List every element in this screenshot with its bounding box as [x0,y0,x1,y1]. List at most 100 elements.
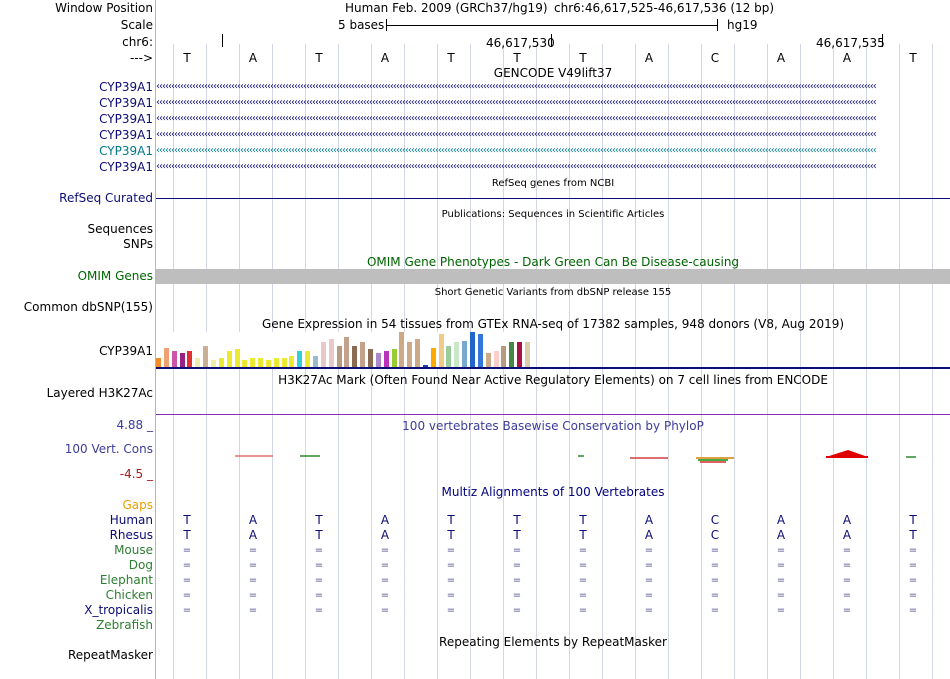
gene-model-line[interactable]: ‹‹‹‹‹‹‹‹‹‹‹‹‹‹‹‹‹‹‹‹‹‹‹‹‹‹‹‹‹‹‹‹‹‹‹‹‹‹‹‹… [156,129,877,140]
alignment-gap-dash: = [776,560,786,571]
gtex-bar[interactable] [360,342,366,367]
gtex-bar[interactable] [328,339,334,367]
gtex-bar[interactable] [313,356,318,367]
gtex-bar[interactable] [242,360,248,367]
gtex-track-label[interactable]: CYP39A1 [99,344,153,358]
gencode-item-label[interactable]: CYP39A1 [99,128,153,142]
alignment-gap-dash: = [644,590,654,601]
gtex-bar[interactable] [415,339,421,367]
alignment-gap-dash: = [380,590,390,601]
gtex-bar[interactable] [470,332,475,367]
gtex-bar[interactable] [163,348,169,367]
gtex-bar[interactable] [517,342,523,367]
gtex-bar[interactable] [485,353,491,367]
gtex-bar[interactable] [265,360,271,367]
alignment-gap-dash: = [446,545,456,556]
gtex-bar[interactable] [320,342,326,367]
gtex-bar[interactable] [399,332,405,367]
gtex-bar[interactable] [438,334,444,367]
gtex-bar[interactable] [446,346,452,367]
gtex-bar[interactable] [195,358,201,367]
dbsnp-track-label[interactable]: Common dbSNP(155) [23,300,153,314]
gtex-bar[interactable] [477,334,483,367]
gencode-item-label[interactable]: CYP39A1 [99,160,153,174]
sequences-track-label[interactable]: Sequences [87,222,153,236]
alignment-gap-dash: = [842,560,852,571]
repeatmasker-track-label[interactable]: RepeatMasker [67,648,153,662]
gtex-bar[interactable] [210,360,216,367]
gtex-bar[interactable] [422,365,428,367]
gtex-bar[interactable] [226,351,232,367]
gtex-bar[interactable] [187,351,193,367]
gene-model-line[interactable]: ‹‹‹‹‹‹‹‹‹‹‹‹‹‹‹‹‹‹‹‹‹‹‹‹‹‹‹‹‹‹‹‹‹‹‹‹‹‹‹‹… [156,97,877,108]
gtex-bar[interactable] [179,353,185,367]
gtex-bar[interactable] [493,351,499,367]
assembly-title: Human Feb. 2009 (GRCh37/hg19) [345,1,548,15]
gtex-bar[interactable] [218,358,224,367]
alignment-gap-dash: = [644,605,654,616]
species-label-dog[interactable]: Dog [128,558,153,572]
phylop-signal[interactable] [156,440,950,470]
omim-track-title: OMIM Gene Phenotypes - Dark Green Can Be… [366,255,740,269]
gene-model-line[interactable]: ‹‹‹‹‹‹‹‹‹‹‹‹‹‹‹‹‹‹‹‹‹‹‹‹‹‹‹‹‹‹‹‹‹‹‹‹‹‹‹‹… [156,81,877,92]
species-label-mouse[interactable]: Mouse [114,543,153,557]
species-label-chicken[interactable]: Chicken [105,588,153,602]
gtex-bar[interactable] [273,358,279,367]
chrom-label: chr6: [122,35,153,49]
gtex-bar[interactable] [171,351,177,367]
refseq-track-label[interactable]: RefSeq Curated [59,191,153,205]
gtex-bar[interactable] [367,349,373,367]
gtex-bar-chart[interactable] [156,332,534,367]
snps-track-label[interactable]: SNPs [123,237,153,251]
gtex-bar[interactable] [524,342,530,367]
alignment-gap-dash: = [842,575,852,586]
pubs-track-title: Publications: Sequences in Scientific Ar… [441,209,665,220]
omim-gene-bar[interactable] [156,269,950,284]
gtex-bar[interactable] [454,342,460,367]
gencode-item-label[interactable]: CYP39A1 [99,96,153,110]
gtex-bar[interactable] [297,351,303,367]
h3k27ac-track-label[interactable]: Layered H3K27Ac [46,386,153,400]
gtex-bar[interactable] [352,346,358,367]
phylop-track-label[interactable]: 100 Vert. Cons [64,442,153,456]
gencode-item-label[interactable]: CYP39A1 [99,80,153,94]
species-label-xtropicalis[interactable]: X_tropicalis [84,603,153,617]
scale-text: 5 bases [338,18,385,32]
alignment-base: T [513,513,521,527]
gene-model-line[interactable]: ‹‹‹‹‹‹‹‹‹‹‹‹‹‹‹‹‹‹‹‹‹‹‹‹‹‹‹‹‹‹‹‹‹‹‹‹‹‹‹‹… [156,145,877,156]
gtex-bar[interactable] [281,358,287,367]
omim-track-label[interactable]: OMIM Genes [77,269,153,283]
alignment-gap-dash: = [446,605,456,616]
species-label-rhesus[interactable]: Rhesus [109,528,153,542]
phylop-mark [826,450,868,457]
gtex-bar[interactable] [375,353,381,367]
species-label-human[interactable]: Human [109,513,153,527]
gtex-bar[interactable] [344,337,350,367]
gene-model-line[interactable]: ‹‹‹‹‹‹‹‹‹‹‹‹‹‹‹‹‹‹‹‹‹‹‹‹‹‹‹‹‹‹‹‹‹‹‹‹‹‹‹‹… [156,113,877,124]
gtex-bar[interactable] [462,341,468,367]
gtex-bar[interactable] [250,358,256,367]
species-label-zebrafish[interactable]: Zebrafish [96,618,153,632]
gtex-bar[interactable] [501,346,507,367]
phylop-mark [698,459,728,461]
gtex-bar[interactable] [203,346,209,367]
gtex-bar[interactable] [234,349,240,367]
species-label-elephant[interactable]: Elephant [99,573,153,587]
gtex-bar[interactable] [305,351,311,367]
gtex-bar[interactable] [336,346,342,367]
gtex-bar[interactable] [509,342,515,367]
gtex-bar[interactable] [407,342,413,367]
gene-model-line[interactable]: ‹‹‹‹‹‹‹‹‹‹‹‹‹‹‹‹‹‹‹‹‹‹‹‹‹‹‹‹‹‹‹‹‹‹‹‹‹‹‹‹… [156,161,877,172]
gencode-item-label[interactable]: CYP39A1 [99,144,153,158]
refseq-gene-line[interactable] [156,198,950,199]
grid-line [734,44,735,679]
gtex-bar[interactable] [391,349,397,367]
gaps-label[interactable]: Gaps [122,498,153,512]
gtex-bar[interactable] [383,351,389,367]
gencode-item-label[interactable]: CYP39A1 [99,112,153,126]
phylop-max-label: 4.88 _ [116,418,153,432]
gtex-bar[interactable] [258,358,264,367]
gtex-bar[interactable] [156,358,161,367]
gtex-bar[interactable] [430,348,436,367]
gtex-bar[interactable] [289,356,295,367]
